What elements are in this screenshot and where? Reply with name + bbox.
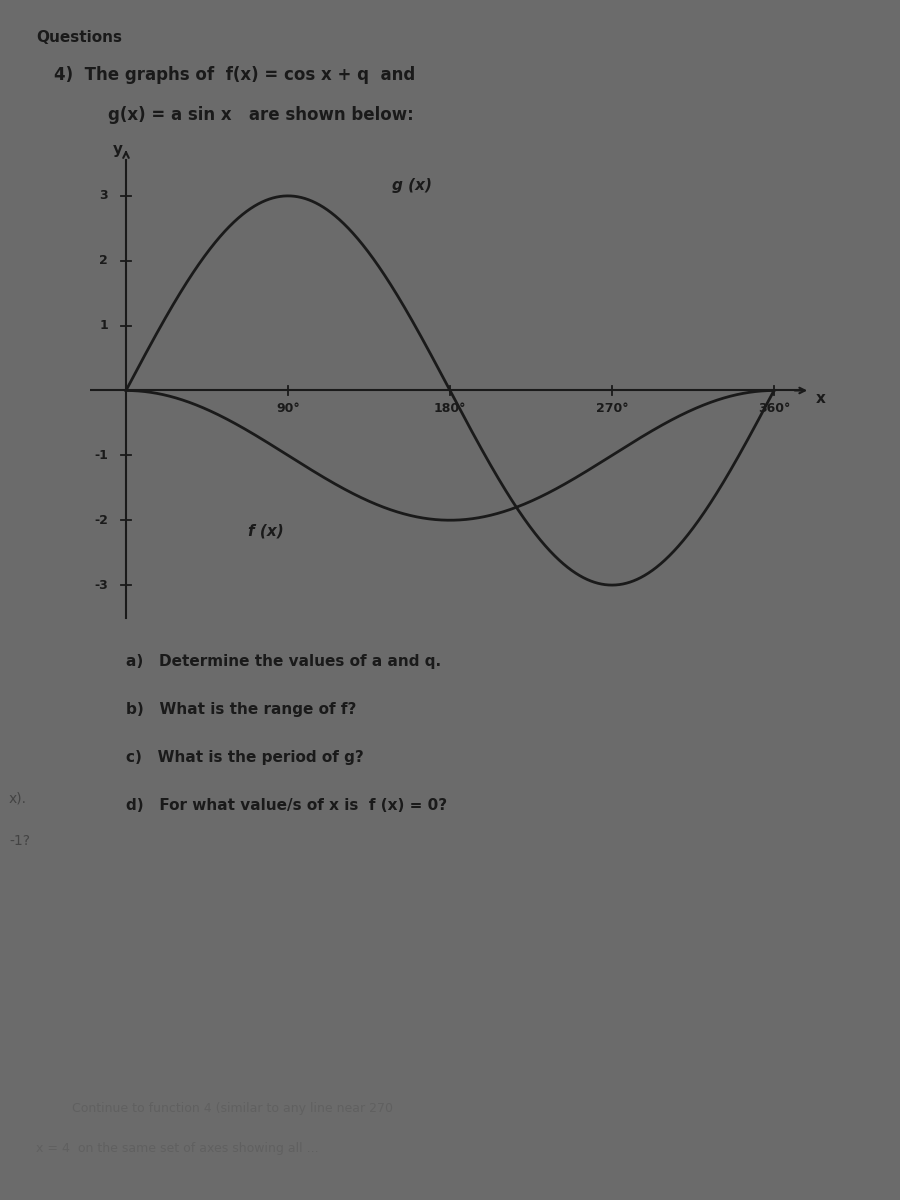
Text: g (x): g (x) bbox=[392, 178, 432, 193]
Text: b)   What is the range of f?: b) What is the range of f? bbox=[126, 702, 356, 716]
Text: a)   Determine the values of a and q.: a) Determine the values of a and q. bbox=[126, 654, 441, 670]
Text: 90°: 90° bbox=[276, 402, 300, 415]
Text: -1?: -1? bbox=[9, 834, 30, 848]
Text: 3: 3 bbox=[99, 190, 108, 203]
Text: c)   What is the period of g?: c) What is the period of g? bbox=[126, 750, 364, 766]
Text: 1: 1 bbox=[99, 319, 108, 332]
Text: d)   For what value/s of x is  f (x) = 0?: d) For what value/s of x is f (x) = 0? bbox=[126, 798, 447, 814]
Text: x).: x). bbox=[9, 792, 27, 806]
Text: 2: 2 bbox=[99, 254, 108, 268]
Text: Continue to function 4 (similar to any line near 270: Continue to function 4 (similar to any l… bbox=[72, 1102, 393, 1115]
Text: 180°: 180° bbox=[434, 402, 466, 415]
Text: g(x) = a sin x   are shown below:: g(x) = a sin x are shown below: bbox=[108, 106, 414, 124]
Text: y: y bbox=[112, 142, 122, 157]
Text: f (x): f (x) bbox=[248, 523, 284, 539]
Text: 270°: 270° bbox=[596, 402, 628, 415]
Text: -2: -2 bbox=[94, 514, 108, 527]
Text: -1: -1 bbox=[94, 449, 108, 462]
Text: 360°: 360° bbox=[758, 402, 790, 415]
Text: -3: -3 bbox=[94, 578, 108, 592]
Text: 4)  The graphs of  f(x) = cos x + q  and: 4) The graphs of f(x) = cos x + q and bbox=[54, 66, 415, 84]
Text: Questions: Questions bbox=[36, 30, 122, 44]
Text: x = 4  on the same set of axes showing all ...: x = 4 on the same set of axes showing al… bbox=[36, 1142, 319, 1156]
Text: x: x bbox=[815, 391, 825, 406]
